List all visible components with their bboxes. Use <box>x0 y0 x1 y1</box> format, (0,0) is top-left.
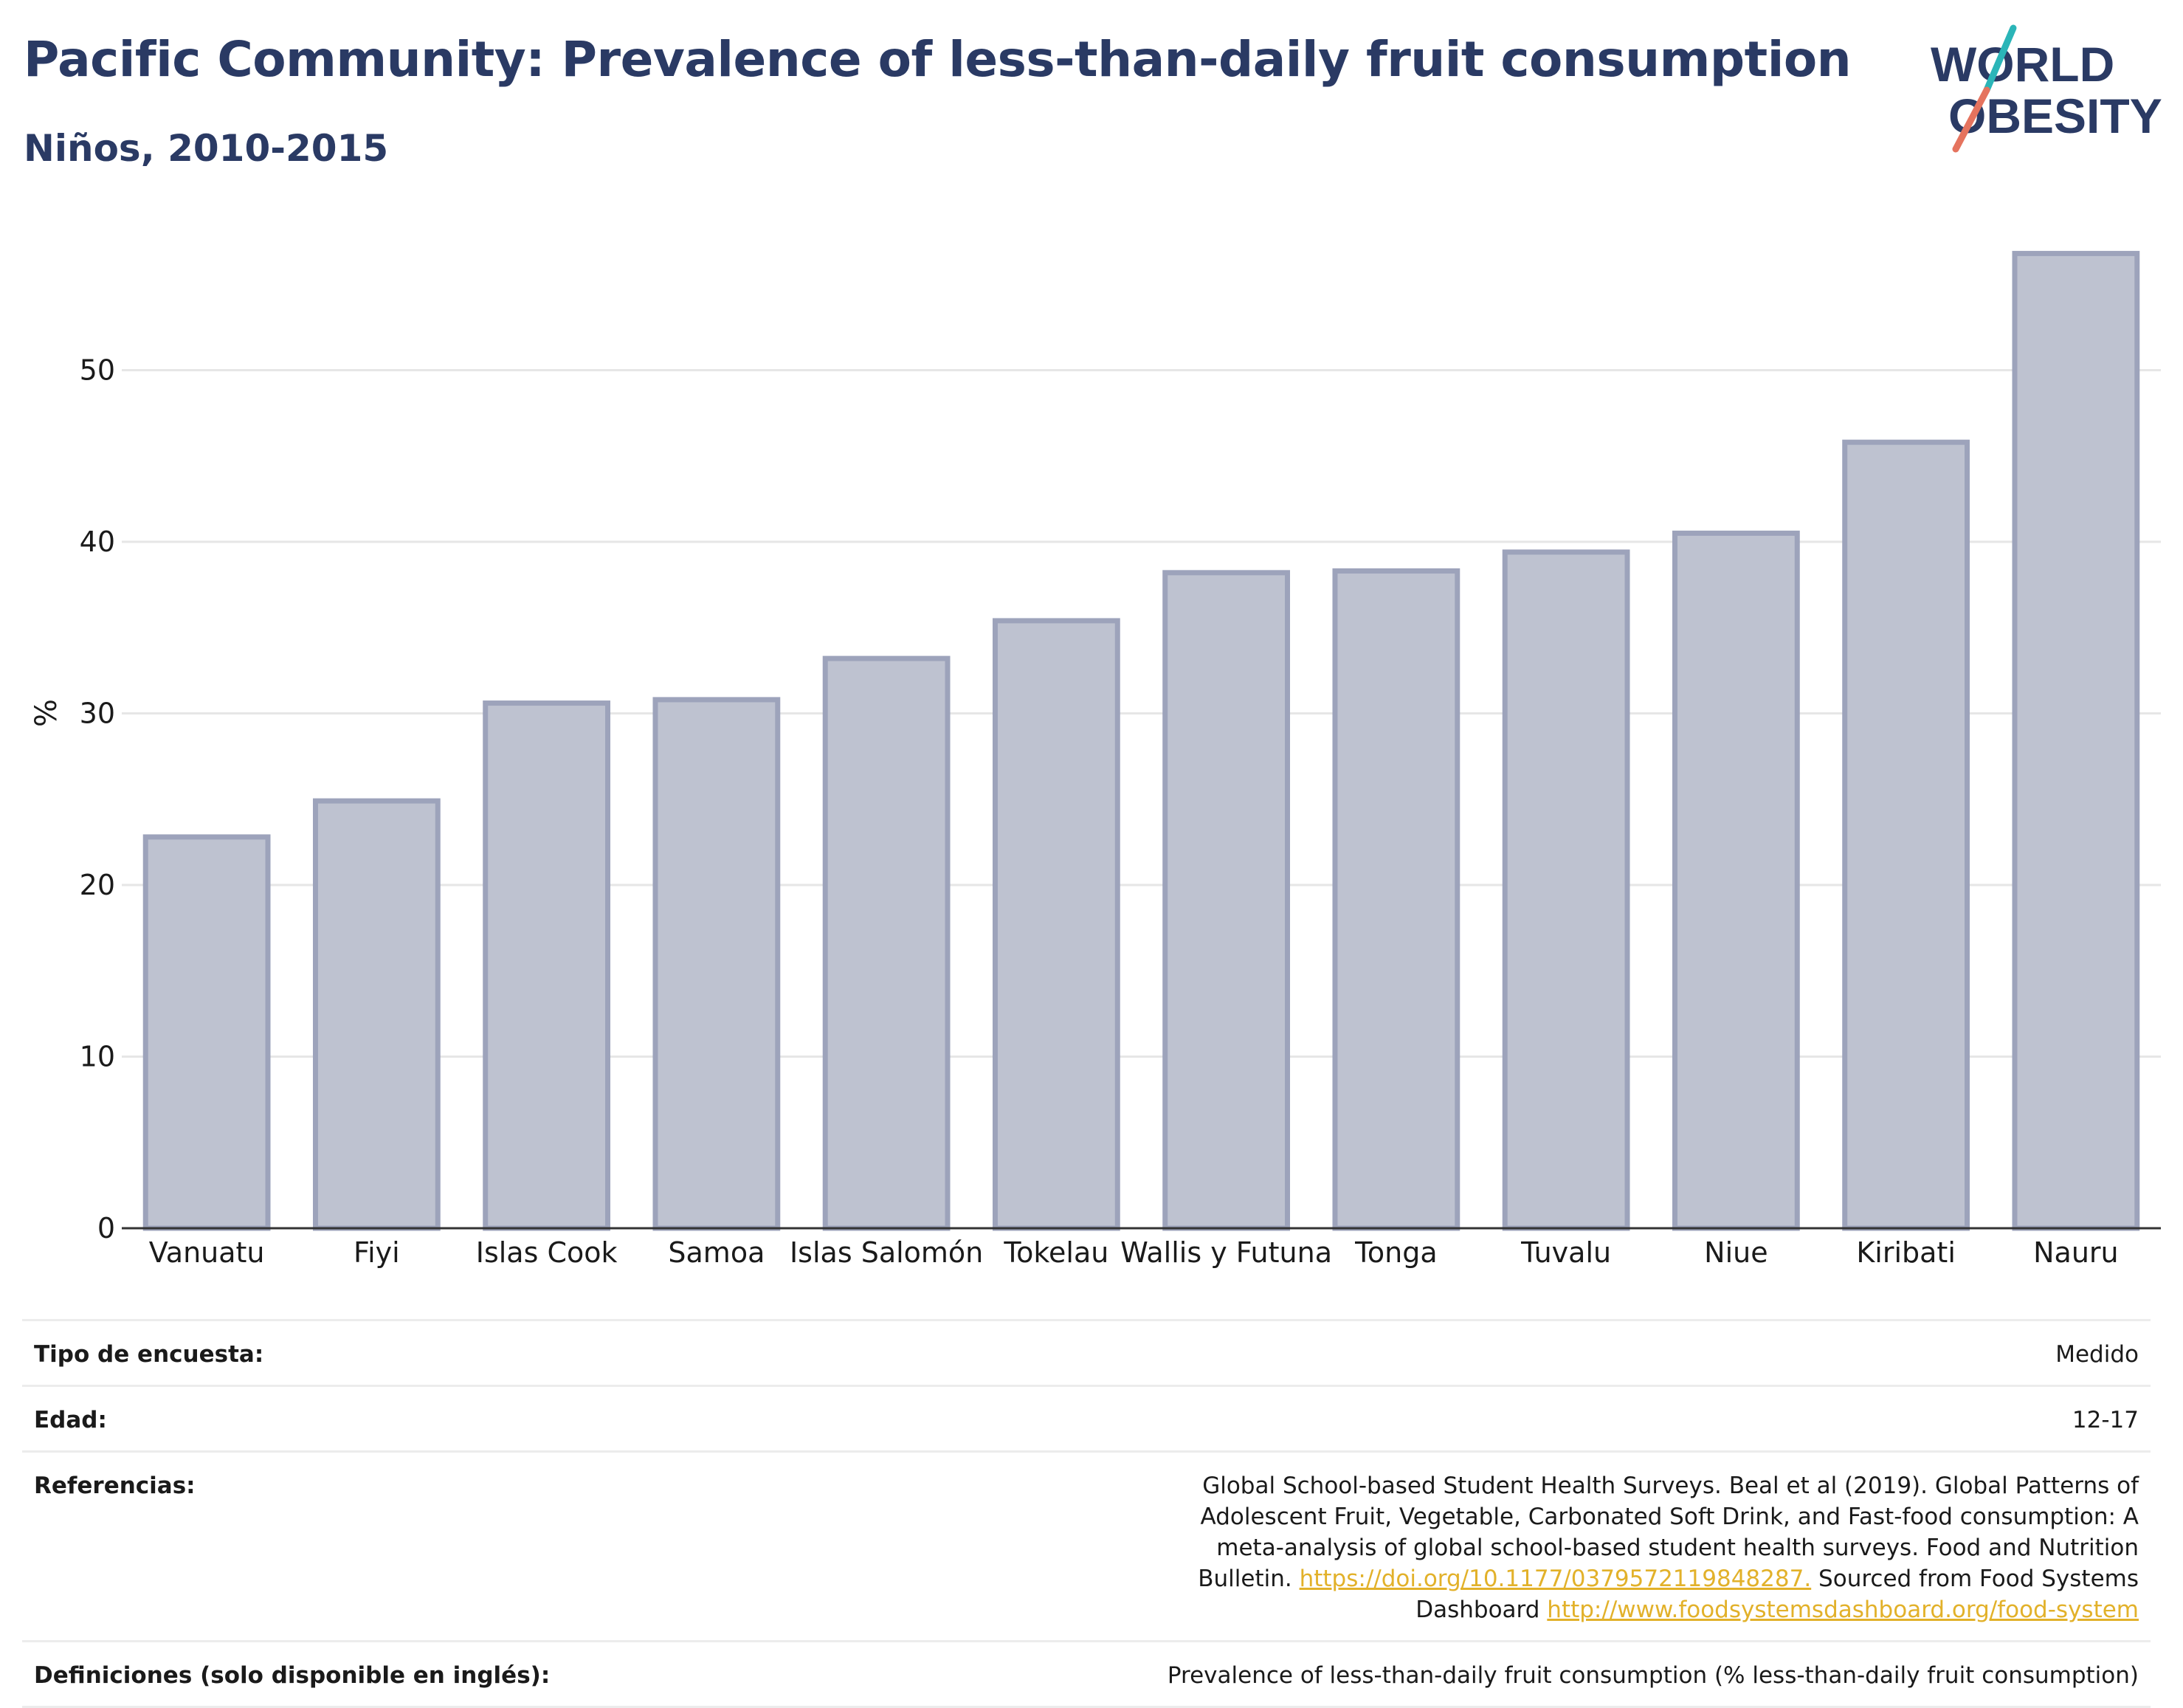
x-tick-label: Tuvalu <box>1520 1236 1611 1269</box>
logo-line1: WORLD <box>1931 37 2114 92</box>
info-table: Tipo de encuesta: Medido Edad: 12-17 Ref… <box>22 1319 2151 1708</box>
bar <box>1672 530 1800 1231</box>
x-tick-label: Wallis y Futuna <box>1120 1236 1332 1269</box>
reference-text: Global School-based Student Health Surve… <box>1198 1473 2139 1592</box>
y-tick-label: 40 <box>80 526 115 558</box>
info-row-references: Referencias: Global School-based Student… <box>22 1451 2151 1642</box>
bar <box>822 655 951 1231</box>
chart-subtitle: Niños, 2010-2015 <box>24 127 389 170</box>
bar <box>483 700 611 1231</box>
bar <box>992 618 1120 1231</box>
y-tick-label: 20 <box>80 869 115 901</box>
x-tick-label: Fiyi <box>354 1236 400 1269</box>
bar-chart: 0 10 20 30 40 50 Vanuatu Fiyi Islas Cook Samoa Isl… <box>30 250 2161 1269</box>
info-key: Definiciones (solo disponible en inglés)… <box>34 1662 551 1689</box>
y-tick-label: 30 <box>80 698 115 730</box>
bar <box>1162 570 1291 1231</box>
y-tick-label: 50 <box>80 354 115 387</box>
bar <box>652 697 781 1231</box>
info-value: Prevalence of less-than-daily fruit cons… <box>1167 1662 2139 1689</box>
info-key: Referencias: <box>34 1473 196 1499</box>
x-tick-label: Islas Salomón <box>790 1236 983 1269</box>
info-value-references: Global School-based Student Health Surve… <box>592 1452 2151 1642</box>
logo-slash-bottom <box>1952 86 1990 153</box>
info-key: Edad: <box>34 1407 107 1433</box>
x-tick-label: Vanuatu <box>149 1236 265 1269</box>
bar <box>312 798 441 1231</box>
y-axis-label: % <box>30 699 63 727</box>
bar <box>1842 439 1970 1231</box>
doi-link[interactable]: https://doi.org/10.1177/0379572119848287… <box>1299 1566 1812 1592</box>
info-key: Tipo de encuesta: <box>34 1341 264 1368</box>
bars <box>142 250 2140 1231</box>
x-tick-label: Niue <box>1704 1236 1768 1269</box>
chart-title: Pacific Community: Prevalence of less-th… <box>24 31 1852 88</box>
x-tick-label: Nauru <box>2033 1236 2119 1269</box>
bar <box>142 834 271 1231</box>
x-tick-label: Tonga <box>1354 1236 1438 1269</box>
gridlines <box>122 369 2161 1058</box>
world-obesity-logo: WORLD OBESITY <box>1931 24 2162 153</box>
info-value: 12-17 <box>2072 1407 2139 1433</box>
logo-slash-top <box>1983 24 2017 94</box>
axes: 0 10 20 30 40 50 Vanuatu Fiyi Islas Cook Samoa Isl… <box>80 354 2161 1269</box>
x-tick-label: Islas Cook <box>476 1236 618 1269</box>
bar <box>2012 250 2140 1231</box>
x-tick-label: Kiribati <box>1856 1236 1956 1269</box>
food-systems-link[interactable]: http://www.foodsystemsdashboard.org/food… <box>1547 1597 2139 1623</box>
info-row-definitions: Definiciones (solo disponible en inglés)… <box>22 1641 2151 1707</box>
x-tick-label: Samoa <box>668 1236 765 1269</box>
info-row-survey-type: Tipo de encuesta: Medido <box>22 1320 2151 1386</box>
y-tick-label: 0 <box>97 1212 115 1244</box>
bar <box>1502 549 1630 1231</box>
reference-source-text: Sourced from Food Systems Dashboard <box>1415 1566 2139 1623</box>
x-tick-label: Tokelau <box>1003 1236 1108 1269</box>
info-row-age: Edad: 12-17 <box>22 1385 2151 1452</box>
y-tick-label: 10 <box>80 1041 115 1073</box>
info-value: Medido <box>2055 1341 2139 1368</box>
bar <box>1332 568 1460 1231</box>
